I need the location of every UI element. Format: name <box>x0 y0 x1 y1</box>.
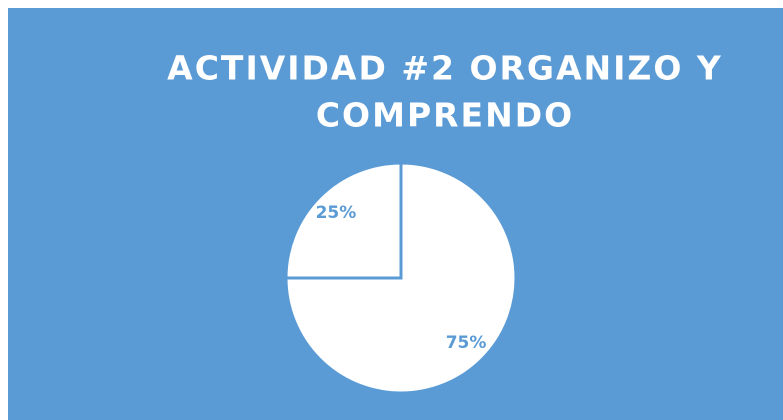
chart-title: COMPRENDO <box>316 96 574 135</box>
data-label: 25% <box>316 203 357 223</box>
pie-slice <box>284 161 518 395</box>
chart-title: ACTIVIDAD #2 ORGANIZO Y <box>167 49 723 88</box>
data-label: 75% <box>446 333 487 353</box>
pie-slice <box>284 161 403 280</box>
